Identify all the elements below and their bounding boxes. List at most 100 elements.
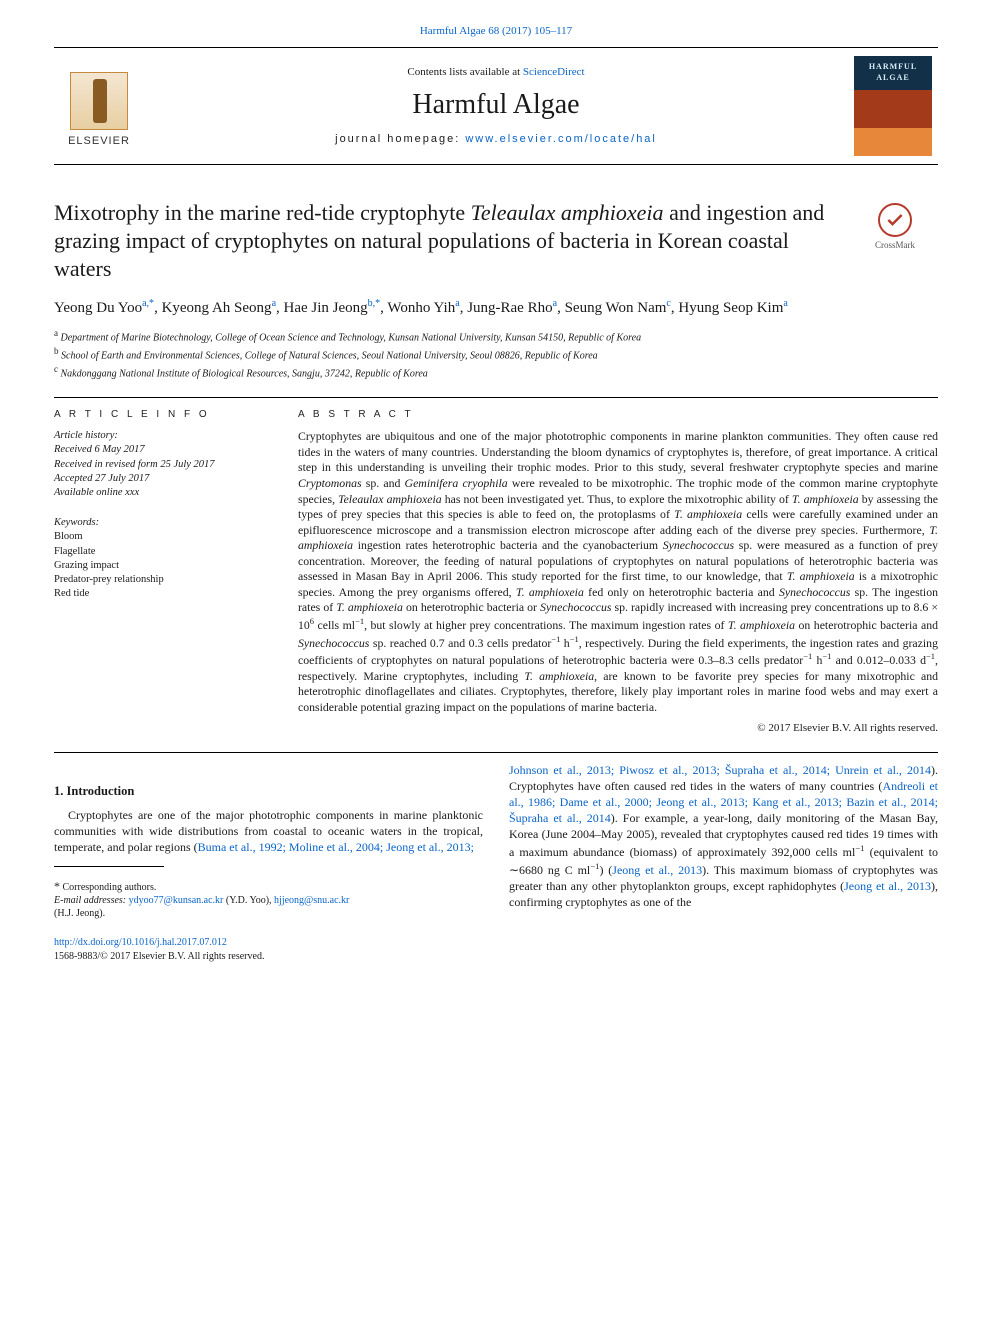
keywords-list: Bloom Flagellate Grazing impact Predator… — [54, 530, 272, 601]
running-head-link[interactable]: Harmful Algae 68 (2017) 105–117 — [420, 25, 572, 37]
abs-i8: T. amphioxeia — [787, 569, 855, 583]
article-info-heading: A R T I C L E I N F O — [54, 408, 272, 422]
abs-s21: and 0.012–0.033 d — [831, 653, 926, 667]
abs-i4: T. amphioxeia — [792, 492, 859, 506]
abs-i2: Geminifera cryophila — [405, 476, 508, 490]
abs-s20: h — [812, 653, 822, 667]
abs-sup2: −1 — [355, 616, 364, 626]
abs-i11: T. amphioxeia — [336, 600, 403, 614]
asterisk-icon: * — [54, 879, 60, 893]
masthead-center: Contents lists available at ScienceDirec… — [138, 65, 854, 146]
abs-sup7: −1 — [926, 651, 935, 661]
intro-heading: 1. Introduction — [54, 783, 483, 800]
history-accepted: Accepted 27 July 2017 — [54, 472, 272, 486]
affil-a-sup: a — [54, 328, 58, 338]
intro-cite-2[interactable]: Johnson et al., 2013; Piwosz et al., 201… — [509, 763, 931, 777]
email-2-who: (H.J. Jeong). — [54, 907, 483, 920]
abs-i10: Synechococcus — [779, 585, 850, 599]
affil-b-text: School of Earth and Environmental Scienc… — [61, 350, 598, 361]
abs-s7: ingestion rates heterotrophic bacteria a… — [353, 538, 663, 552]
email-label: E-mail addresses: — [54, 895, 126, 906]
abs-s14: cells ml — [314, 618, 355, 632]
affil-a-text: Department of Marine Biotechnology, Coll… — [61, 333, 642, 344]
rule-bottom — [54, 752, 938, 753]
abstract-text: Cryptophytes are ubiquitous and one of t… — [298, 429, 938, 715]
journal-cover-thumb: HARMFUL ALGAE — [854, 56, 932, 156]
affil-b: b School of Earth and Environmental Scie… — [54, 345, 938, 363]
abs-i13: T. amphioxeia — [728, 618, 795, 632]
contents-prefix: Contents lists available at — [407, 66, 522, 78]
contents-line: Contents lists available at ScienceDirec… — [138, 65, 854, 80]
corr-label: Corresponding authors. — [63, 882, 157, 893]
article-history: Article history: Received 6 May 2017 Rec… — [54, 429, 272, 500]
author-5-sup: a — [553, 298, 557, 309]
sciencedirect-link[interactable]: ScienceDirect — [523, 66, 585, 78]
author-7: Hyung Seop Kim — [678, 300, 783, 316]
history-online: Available online xxx — [54, 486, 272, 500]
title-part-1: Mixotrophy in the marine red-tide crypto… — [54, 200, 471, 225]
masthead: ELSEVIER Contents lists available at Sci… — [54, 47, 938, 165]
author-2: Kyeong Ah Seong — [162, 300, 272, 316]
author-4-sup: a — [455, 298, 459, 309]
intro-para-left: Cryptophytes are one of the major photot… — [54, 808, 483, 856]
intro-sup1: −1 — [855, 843, 864, 853]
author-4: Wonho Yih — [387, 300, 455, 316]
intro-cite-4[interactable]: Jeong et al., 2013 — [612, 863, 702, 877]
abs-s16: on heterotrophic bacteria and — [795, 618, 938, 632]
article-info-column: A R T I C L E I N F O Article history: R… — [54, 408, 272, 736]
abstract-column: A B S T R A C T Cryptophytes are ubiquit… — [298, 408, 938, 736]
abstract-heading: A B S T R A C T — [298, 408, 938, 422]
corresponding-footnote: * Corresponding authors. E-mail addresse… — [54, 875, 483, 921]
crossmark-badge[interactable]: CrossMark — [852, 203, 938, 251]
homepage-url[interactable]: www.elsevier.com/locate/hal — [465, 133, 657, 145]
abs-i14: Synechococcus — [298, 635, 369, 649]
kw-2: Flagellate — [54, 545, 272, 559]
history-received: Received 6 May 2017 — [54, 443, 272, 457]
abs-i3: Teleaulax amphioxeia — [338, 492, 442, 506]
abs-s18: h — [560, 635, 569, 649]
email-1-link[interactable]: ydyoo77@kunsan.ac.kr — [129, 895, 224, 906]
author-3-sup: b,* — [368, 298, 381, 309]
keywords-label: Keywords: — [54, 516, 272, 530]
abs-i1: Cryptomonas — [298, 476, 362, 490]
issn-line: 1568-9883/© 2017 Elsevier B.V. All right… — [54, 950, 938, 964]
author-5: Jung-Rae Rho — [467, 300, 552, 316]
history-revised: Received in revised form 25 July 2017 — [54, 458, 272, 472]
paper-title: Mixotrophy in the marine red-tide crypto… — [54, 199, 836, 283]
email-2-link[interactable]: hjjeong@snu.ac.kr — [274, 895, 349, 906]
homepage-line: journal homepage: www.elsevier.com/locat… — [138, 132, 854, 147]
abs-s2: sp. and — [362, 476, 405, 490]
intro-para-right: Johnson et al., 2013; Piwosz et al., 201… — [509, 763, 938, 911]
doi-link[interactable]: http://dx.doi.org/10.1016/j.hal.2017.07.… — [54, 937, 227, 948]
abs-s17: sp. reached 0.7 and 0.3 cells predator — [369, 635, 551, 649]
intro-cite-1[interactable]: Buma et al., 1992; Moline et al., 2004; … — [198, 840, 474, 854]
elsevier-tree-icon — [70, 72, 128, 130]
author-6: Seung Won Nam — [565, 300, 667, 316]
body-right-column: Johnson et al., 2013; Piwosz et al., 201… — [509, 763, 938, 920]
author-1: Yeong Du Yoo — [54, 300, 142, 316]
crossmark-label: CrossMark — [875, 239, 915, 251]
crossmark-circle-icon — [878, 203, 912, 237]
affil-c-sup: c — [54, 364, 58, 374]
title-italic-1: Teleaulax amphioxeia — [471, 200, 664, 225]
cover-thumb-title: HARMFUL ALGAE — [854, 62, 932, 84]
abs-sup4: −1 — [570, 634, 579, 644]
affil-c-text: Nakdonggang National Institute of Biolog… — [61, 368, 428, 379]
homepage-prefix: journal homepage: — [335, 133, 465, 145]
author-1-sup: a,* — [142, 298, 154, 309]
abs-sup3: −1 — [551, 634, 560, 644]
kw-4: Predator-prey relationship — [54, 573, 272, 587]
abs-sup5: −1 — [803, 651, 812, 661]
abs-s12: on heterotrophic bacteria or — [403, 600, 540, 614]
history-label: Article history: — [54, 429, 272, 443]
abs-s15: , but slowly at higher prey concentratio… — [364, 618, 728, 632]
affil-a: a Department of Marine Biotechnology, Co… — [54, 327, 938, 345]
author-3: Hae Jin Jeong — [284, 300, 368, 316]
abs-i5: T. amphioxeia — [674, 507, 742, 521]
elsevier-wordmark: ELSEVIER — [68, 134, 130, 149]
abs-i15: T. amphioxeia — [524, 669, 594, 683]
intro-cite-5[interactable]: Jeong et al., 2013 — [844, 879, 931, 893]
email-1-who: (Y.D. Yoo), — [226, 895, 272, 906]
abstract-copyright: © 2017 Elsevier B.V. All rights reserved… — [298, 721, 938, 736]
abs-i9: T. amphioxeia — [516, 585, 584, 599]
